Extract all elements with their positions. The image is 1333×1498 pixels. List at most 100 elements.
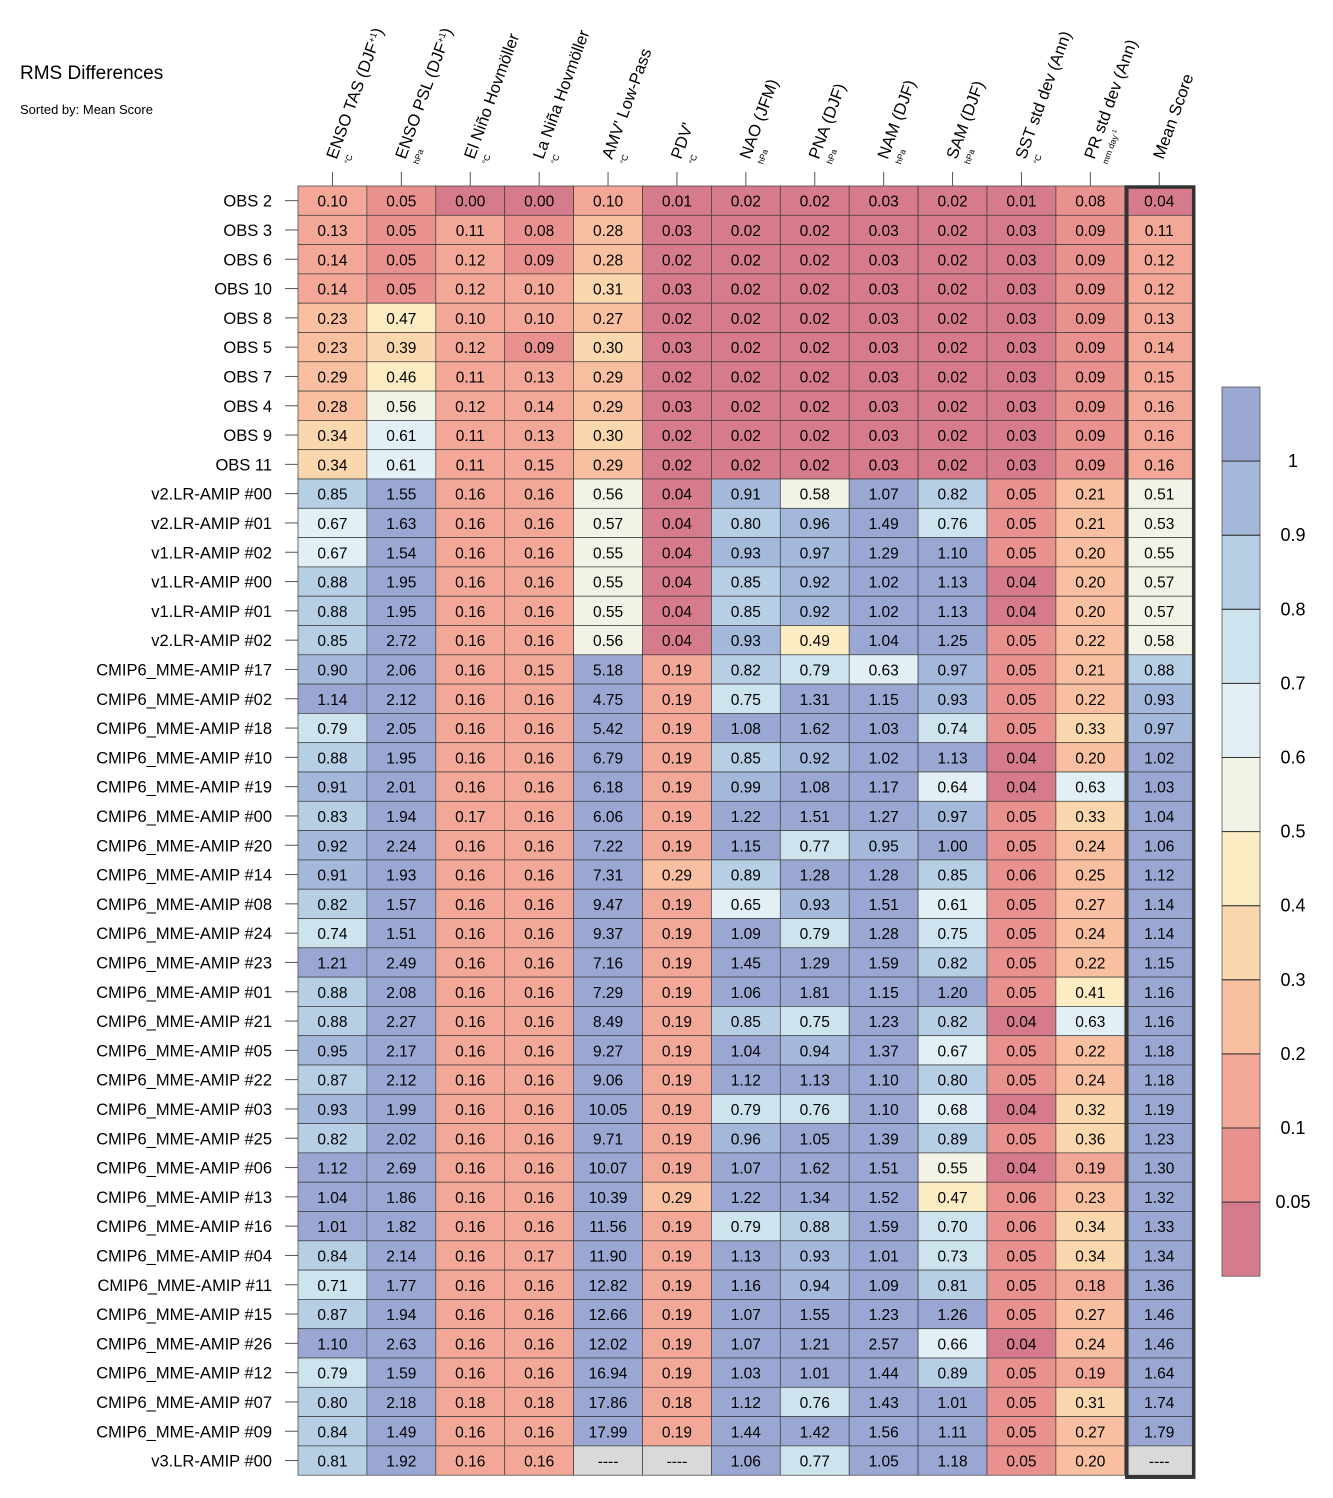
cell-value: 0.85 — [731, 750, 761, 767]
cell-value: 0.97 — [1144, 721, 1174, 738]
cell-value: 1.04 — [1144, 809, 1175, 826]
heatmap-cell — [435, 214, 506, 245]
heatmap-cell — [297, 595, 368, 626]
cell-value: 0.82 — [937, 487, 967, 504]
cell-value: 0.05 — [1006, 1278, 1036, 1295]
heatmap-cell — [366, 1445, 437, 1476]
heatmap-cell — [366, 1035, 437, 1066]
cell-value: 0.93 — [731, 633, 761, 650]
heatmap-cell — [504, 390, 574, 421]
row-label: CMIP6_MME-AMIP #21 — [96, 1013, 272, 1031]
colorbar-tick-label: 0.7 — [1280, 673, 1305, 693]
heatmap-cell — [848, 420, 919, 451]
cell-value: 0.18 — [524, 1395, 554, 1412]
cell-value: 0.05 — [1006, 516, 1036, 533]
cell-value: 0.34 — [317, 457, 348, 474]
cell-value: 0.96 — [800, 516, 830, 533]
cell-value: 0.23 — [1075, 1190, 1105, 1207]
column-label: SAM (DJF) — [943, 79, 988, 162]
cell-value: 2.06 — [386, 662, 416, 679]
heatmap-cell — [779, 1152, 850, 1183]
heatmap-cell — [711, 1123, 781, 1154]
cell-value: 0.29 — [593, 457, 623, 474]
heatmap-cell — [917, 830, 988, 861]
cell-value: 0.16 — [524, 545, 554, 562]
colorbar-segment — [1221, 979, 1261, 1055]
cell-value: 2.12 — [386, 692, 416, 709]
heatmap-cell — [917, 654, 988, 685]
cell-value: 0.19 — [662, 809, 692, 826]
cell-value: 1.94 — [386, 809, 417, 826]
heatmap-cell — [573, 1093, 643, 1124]
cell-value: 0.79 — [317, 721, 347, 738]
cell-value: 1.95 — [386, 575, 416, 592]
heatmap-cell — [366, 302, 437, 333]
heatmap-cell — [848, 625, 919, 656]
row-label: v2.LR-AMIP #01 — [151, 515, 272, 533]
colorbar-tick-label: 0.5 — [1280, 822, 1305, 842]
column-header: El Niño Hovmöller°C — [461, 31, 523, 166]
heatmap-cell — [366, 830, 437, 861]
cell-value: 0.16 — [524, 633, 554, 650]
heatmap-cell — [779, 1181, 850, 1212]
row-label: v2.LR-AMIP #00 — [151, 486, 272, 504]
cell-value: 1.43 — [869, 1395, 899, 1412]
cell-value: 1.04 — [317, 1190, 348, 1207]
cell-value: 0.02 — [800, 223, 830, 240]
column-label: ENSO PSL (DJF+1) — [392, 26, 456, 162]
cell-value: 1.55 — [800, 1307, 830, 1324]
cell-value: 0.00 — [524, 194, 555, 211]
cell-value: 1.01 — [937, 1395, 967, 1412]
heatmap-cell — [435, 390, 506, 421]
cell-value: 0.16 — [455, 1454, 485, 1471]
heatmap-cell — [711, 449, 781, 480]
heatmap-cell — [366, 1093, 437, 1124]
cell-value: 0.19 — [662, 1102, 692, 1119]
cell-value: 0.81 — [317, 1454, 347, 1471]
cell-value: 0.89 — [731, 868, 761, 885]
row-label: OBS 4 — [223, 398, 272, 416]
heatmap-cell — [642, 918, 712, 949]
cell-value: 0.03 — [869, 252, 899, 269]
cell-value: 0.19 — [1075, 1366, 1105, 1383]
cell-value: 0.85 — [731, 604, 761, 621]
row-label: CMIP6_MME-AMIP #23 — [96, 954, 272, 972]
row-label: v1.LR-AMIP #02 — [151, 544, 272, 562]
heatmap-cell — [297, 625, 368, 656]
cell-value: 1.06 — [731, 1454, 761, 1471]
cell-value: 0.13 — [524, 369, 554, 386]
cell-value: 2.49 — [386, 955, 416, 972]
heatmap-cell — [986, 1211, 1057, 1242]
cell-value: 1.10 — [937, 545, 968, 562]
heatmap-cell — [366, 273, 437, 304]
cell-value: 0.16 — [455, 1248, 485, 1265]
cell-value: 0.55 — [937, 1161, 967, 1178]
heatmap-cell — [366, 214, 437, 245]
heatmap-cell — [366, 1386, 437, 1417]
cell-value: 0.91 — [317, 780, 347, 797]
cell-value: 0.82 — [937, 1014, 967, 1031]
cell-value: 1.57 — [386, 897, 416, 914]
cell-value: 0.16 — [455, 750, 485, 767]
heatmap-cell — [435, 507, 506, 538]
heatmap-cell — [435, 302, 506, 333]
cell-value: 0.34 — [1075, 1248, 1106, 1265]
heatmap-cell — [779, 1416, 850, 1447]
cell-value: 0.06 — [1006, 1219, 1036, 1236]
cell-value: 0.03 — [1006, 457, 1036, 474]
heatmap-cell — [642, 566, 712, 597]
heatmap-cell — [504, 273, 574, 304]
cell-value: 0.19 — [662, 721, 692, 738]
cell-value: 1.86 — [386, 1190, 416, 1207]
cell-value: 1.55 — [386, 487, 416, 504]
cell-value: 0.16 — [455, 604, 485, 621]
cell-value: 1.33 — [1144, 1219, 1174, 1236]
cell-value: 0.05 — [386, 282, 416, 299]
heatmap-cell — [779, 361, 850, 392]
heatmap-cell — [1124, 390, 1195, 421]
heatmap-cell — [642, 742, 712, 773]
cell-value: 0.04 — [1006, 750, 1037, 767]
column-header: Mean Score — [1150, 72, 1197, 162]
heatmap-cell — [573, 361, 643, 392]
cell-value: 0.16 — [455, 1073, 485, 1090]
